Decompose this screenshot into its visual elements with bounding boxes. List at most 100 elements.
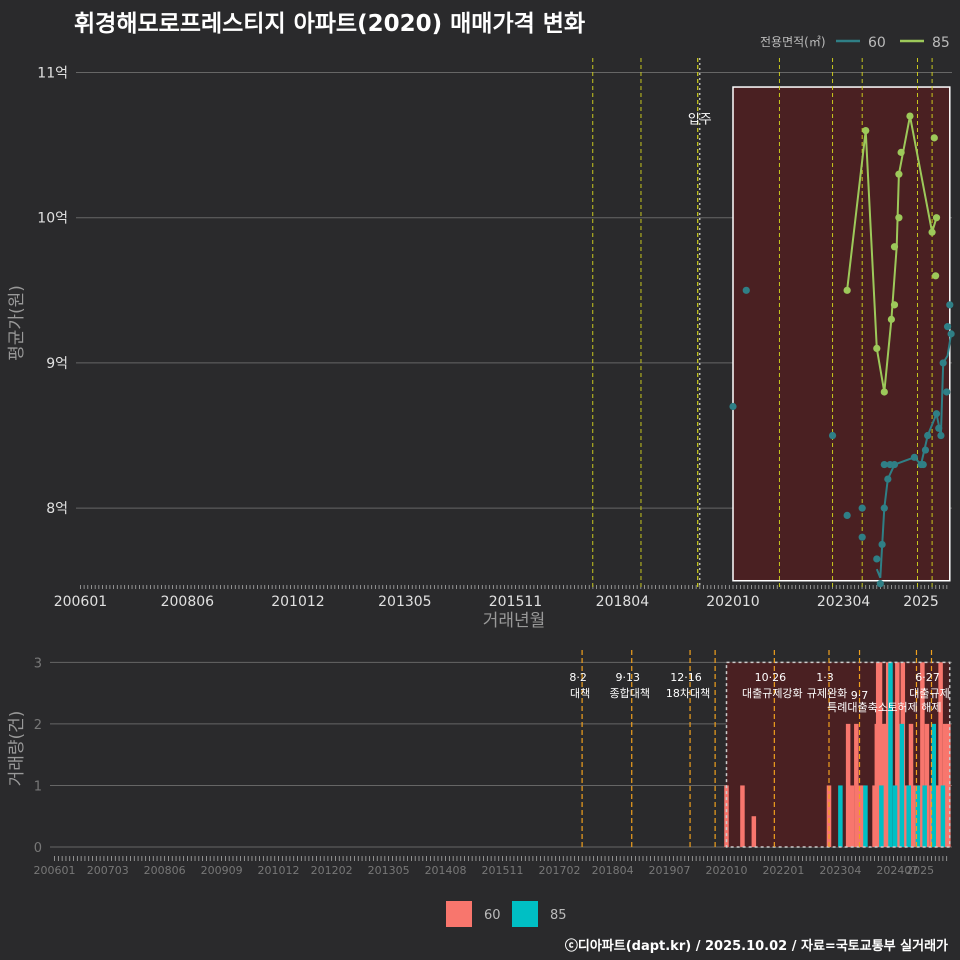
x-tick-label: 200601 bbox=[54, 594, 107, 610]
x-tick-label: 2025 bbox=[906, 864, 934, 877]
x-tick-label: 201511 bbox=[489, 594, 542, 610]
data-point-85 bbox=[928, 228, 936, 236]
bar-60 bbox=[877, 662, 883, 847]
data-point-60 bbox=[910, 453, 918, 461]
bar-60 bbox=[895, 662, 900, 847]
y-tick-label: 0 bbox=[34, 841, 42, 856]
bar-60 bbox=[938, 662, 943, 847]
y-tick-label: 1 bbox=[34, 779, 42, 794]
bar-85 bbox=[899, 723, 905, 847]
y-axis-title: 평균가(원) bbox=[7, 285, 27, 361]
x-tick-label: 201012 bbox=[258, 864, 300, 877]
data-point-60 bbox=[937, 431, 945, 440]
bar-85 bbox=[906, 785, 911, 847]
x-tick-label: 202304 bbox=[819, 864, 861, 877]
bar-60 bbox=[854, 723, 859, 847]
data-point-85 bbox=[897, 148, 905, 156]
bar-60 bbox=[912, 785, 917, 847]
data-point-85 bbox=[890, 301, 899, 309]
bar-85 bbox=[888, 662, 893, 847]
move-in-label: 입주 bbox=[688, 112, 712, 127]
y-tick-label: 3 bbox=[34, 656, 42, 671]
data-point-85 bbox=[930, 134, 938, 142]
x-tick-label: 200806 bbox=[161, 594, 215, 610]
data-point-85 bbox=[906, 112, 914, 120]
x-tick-label: 200703 bbox=[87, 864, 129, 877]
x-tick-label: 200909 bbox=[201, 864, 243, 877]
data-point-85 bbox=[932, 214, 941, 222]
x-tick-label: 202407 bbox=[876, 864, 918, 877]
data-point-60 bbox=[828, 431, 837, 440]
data-point-60 bbox=[880, 504, 888, 512]
bar-60 bbox=[845, 723, 851, 847]
data-point-60 bbox=[858, 504, 866, 512]
event-name: 18차대책 bbox=[666, 687, 710, 700]
data-point-85 bbox=[895, 170, 903, 178]
bar-60 bbox=[929, 785, 934, 847]
event-date: 12·16 bbox=[670, 671, 702, 684]
legend-label-60: 60 bbox=[868, 35, 886, 51]
x-tick-label: 201202 bbox=[311, 864, 353, 877]
data-point-85 bbox=[873, 344, 881, 353]
data-point-60 bbox=[935, 424, 943, 432]
x-tick-label: 202201 bbox=[762, 864, 804, 877]
data-point-60 bbox=[742, 286, 750, 294]
bar-60 bbox=[904, 785, 909, 847]
x-axis-title: 거래년월 bbox=[483, 611, 546, 631]
bar-85 bbox=[940, 785, 946, 847]
event-date: 10·26 bbox=[755, 671, 787, 684]
data-point-60 bbox=[932, 410, 941, 418]
bar-60 bbox=[883, 723, 889, 847]
bar-60 bbox=[872, 785, 877, 847]
data-point-60 bbox=[943, 388, 951, 396]
data-point-60 bbox=[924, 431, 932, 440]
bar-85 bbox=[922, 785, 927, 847]
x-tick-label: 201804 bbox=[592, 864, 634, 877]
x-tick-label: 201408 bbox=[425, 864, 467, 877]
data-point-60 bbox=[890, 460, 899, 469]
bar-60 bbox=[946, 723, 951, 847]
y-tick-label: 11억 bbox=[37, 66, 68, 82]
source-credit: ⓒ디아파트(dapt.kr) / 2025.10.02 / 자료=국토교통부 실… bbox=[564, 939, 948, 954]
data-point-60 bbox=[943, 323, 952, 331]
highlight-box bbox=[732, 86, 951, 582]
x-tick-label: 201804 bbox=[596, 594, 650, 610]
data-point-60 bbox=[880, 460, 888, 469]
event-name: 대출규제 bbox=[909, 687, 949, 700]
x-tick-label: 202304 bbox=[817, 594, 871, 610]
x-tick-label: 201305 bbox=[378, 594, 431, 610]
event-name: 특례대출축소 bbox=[827, 701, 888, 714]
bar-85 bbox=[863, 785, 868, 847]
y-axis-title: 거래량(건) bbox=[7, 711, 27, 787]
data-point-60 bbox=[947, 330, 955, 338]
event-name: 대책 bbox=[570, 687, 590, 700]
y-tick-label: 9억 bbox=[46, 356, 68, 372]
y-tick-label: 2 bbox=[34, 718, 42, 733]
x-tick-label: 202010 bbox=[706, 864, 748, 877]
x-tick-label: 200806 bbox=[144, 864, 186, 877]
data-point-85 bbox=[862, 127, 870, 135]
event-date: 6·27 bbox=[915, 671, 940, 684]
bar-60 bbox=[740, 785, 745, 847]
data-point-85 bbox=[890, 243, 899, 251]
x-tick-label: 201907 bbox=[649, 864, 691, 877]
data-point-60 bbox=[878, 540, 886, 549]
data-point-60 bbox=[884, 475, 892, 483]
series-line-85 bbox=[846, 115, 938, 393]
data-point-85 bbox=[887, 315, 895, 323]
data-point-60 bbox=[729, 402, 737, 411]
event-date: 9·13 bbox=[615, 671, 640, 684]
event-name: 종합대책 bbox=[610, 687, 650, 700]
event-name: 대출규제강화 bbox=[742, 687, 803, 700]
event-date: 9·7 bbox=[851, 689, 869, 702]
legend-label-60: 60 bbox=[484, 908, 501, 923]
bar-60 bbox=[936, 785, 941, 847]
data-point-60 bbox=[919, 460, 927, 469]
bar-60 bbox=[933, 785, 939, 847]
bar-60 bbox=[920, 662, 925, 847]
data-point-85 bbox=[932, 272, 940, 280]
legend-label-85: 85 bbox=[932, 35, 950, 51]
event-date: 8·2 bbox=[569, 671, 587, 684]
x-tick-label: 201511 bbox=[482, 864, 524, 877]
